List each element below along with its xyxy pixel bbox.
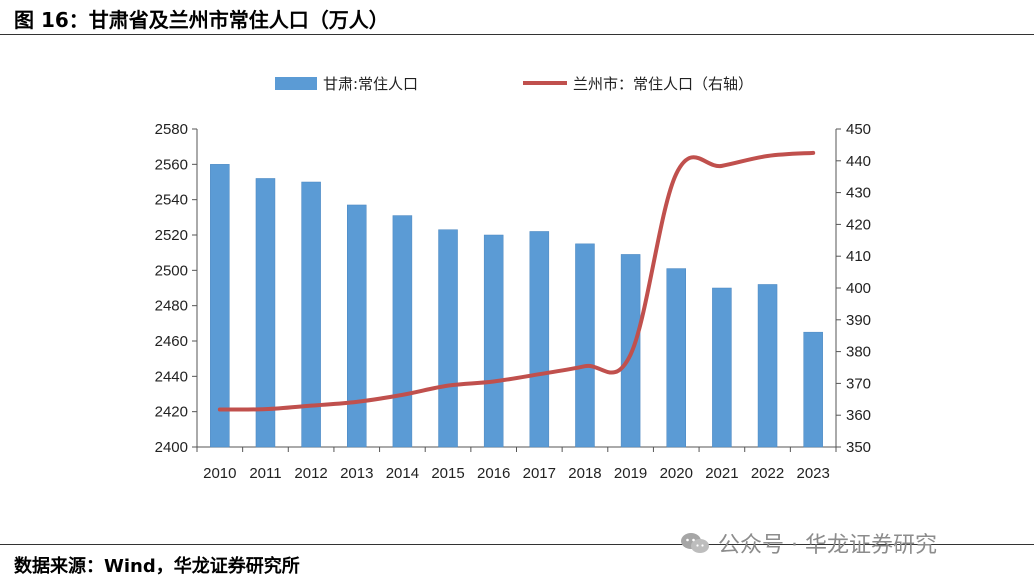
watermark-text: 公众号 · 华龙证券研究 [718, 533, 937, 558]
bar [712, 287, 732, 448]
y-left-tick-label: 2560 [155, 156, 188, 173]
bars [210, 164, 823, 448]
y-right-tick-label: 390 [846, 312, 871, 329]
x-tick-label: 2010 [203, 465, 236, 482]
legend-label-line: 兰州市：常住人口（右轴） [573, 75, 753, 93]
y-right-tick-label: 440 [846, 153, 871, 170]
bar [757, 284, 778, 448]
bar [255, 178, 276, 448]
y-right-tick-label: 350 [846, 439, 871, 456]
y-left-tick-label: 2460 [155, 333, 188, 350]
y-right-tick-label: 450 [846, 121, 871, 138]
line-series [217, 150, 816, 412]
x-tick-label: 2015 [431, 465, 464, 482]
y-right-tick-label: 360 [846, 407, 871, 424]
y-left-tick-label: 2480 [155, 298, 188, 315]
x-tick-label: 2011 [249, 465, 281, 482]
y-left-tick-label: 2520 [155, 227, 188, 244]
y-left-tick-label: 2400 [155, 439, 188, 456]
y-left-tick-label: 2540 [155, 192, 188, 209]
bar [210, 164, 230, 448]
watermark: 公众号 · 华龙证券研究 [680, 527, 937, 559]
x-tick-label: 2019 [614, 465, 647, 482]
bar [301, 181, 321, 448]
bar [438, 229, 458, 448]
y-right-tick-label: 410 [846, 248, 871, 265]
y-right-tick-label: 430 [846, 185, 871, 202]
x-tick-label: 2021 [705, 465, 738, 482]
bottom-divider [0, 544, 1034, 545]
x-tick-label: 2018 [568, 465, 601, 482]
top-divider [0, 34, 1034, 35]
x-tick-label: 2020 [660, 465, 693, 482]
y-left-tick-label: 2500 [155, 262, 188, 279]
y-right-tick-label: 420 [846, 216, 871, 233]
y-right-tick-label: 370 [846, 375, 871, 392]
x-tick-label: 2016 [477, 465, 510, 482]
x-tick-label: 2012 [294, 465, 327, 482]
legend: 甘肃:常住人口 兰州市：常住人口（右轴） [275, 75, 753, 93]
y-right-tick-label: 380 [846, 344, 871, 361]
bar [575, 243, 595, 448]
y-left-tick-label: 2580 [155, 121, 188, 138]
x-tick-label: 2017 [523, 465, 556, 482]
y-left-tick-label: 2420 [155, 404, 188, 421]
bar [666, 268, 686, 448]
bar [529, 231, 550, 448]
chart: 甘肃:常住人口 兰州市：常住人口（右轴） 2400 2420 2440 2460 248… [155, 75, 871, 482]
bar [392, 215, 413, 448]
axes: 2400 2420 2440 2460 2480 2500 2520 2540 2560 2580… [155, 121, 871, 482]
x-tick-label: 2023 [796, 465, 829, 482]
bar [803, 331, 823, 448]
y-left-tick-label: 2440 [155, 368, 188, 385]
x-tick-label: 2022 [751, 465, 784, 482]
legend-swatch-bar [275, 77, 317, 90]
wechat-icon [680, 532, 710, 554]
figure-title: 图 16：甘肃省及兰州市常住人口（万人） [14, 8, 389, 32]
source-note: 数据来源：Wind，华龙证券研究所 [14, 556, 300, 577]
x-tick-label: 2013 [340, 465, 373, 482]
y-right-tick-label: 400 [846, 280, 871, 297]
legend-label-bar: 甘肃:常住人口 [323, 75, 418, 93]
bar [347, 204, 367, 448]
bar [483, 234, 504, 448]
x-tick-label: 2014 [386, 465, 419, 482]
